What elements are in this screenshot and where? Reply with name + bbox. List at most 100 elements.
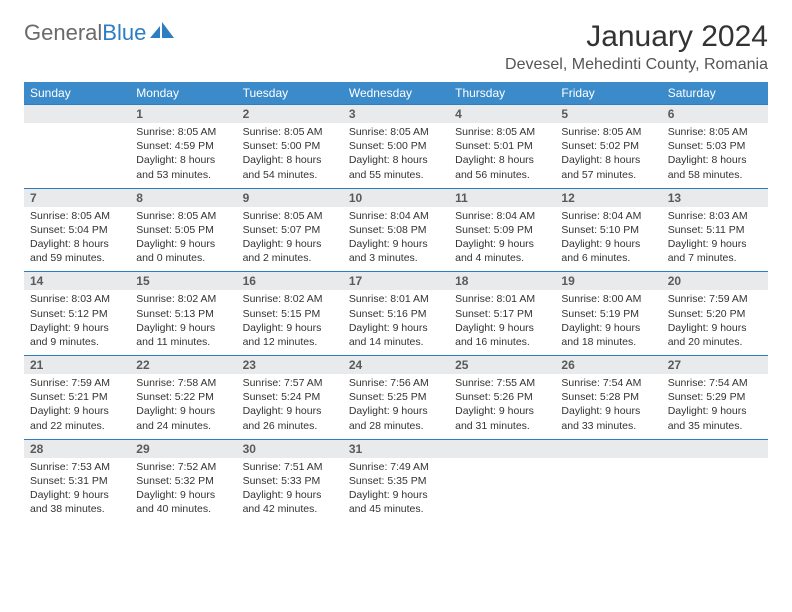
title-block: January 2024 Devesel, Mehedinti County, … [505,20,768,74]
calendar-table: Sunday Monday Tuesday Wednesday Thursday… [24,82,768,522]
day-data-cell: Sunrise: 7:57 AMSunset: 5:24 PMDaylight:… [237,374,343,439]
sunrise-text: Sunrise: 8:03 AM [668,209,762,223]
sunrise-text: Sunrise: 8:05 AM [455,125,549,139]
sunrise-text: Sunrise: 7:57 AM [243,376,337,390]
sunrise-text: Sunrise: 8:04 AM [349,209,443,223]
day-data-cell: Sunrise: 7:56 AMSunset: 5:25 PMDaylight:… [343,374,449,439]
day-data-row: Sunrise: 7:53 AMSunset: 5:31 PMDaylight:… [24,458,768,523]
calendar-body: 123456Sunrise: 8:05 AMSunset: 4:59 PMDay… [24,105,768,523]
sunrise-text: Sunrise: 8:03 AM [30,292,124,306]
day-number-cell: 21 [24,356,130,375]
daylight-text: Daylight: 9 hours and 2 minutes. [243,237,337,265]
day-data-cell: Sunrise: 8:03 AMSunset: 5:12 PMDaylight:… [24,290,130,355]
sunrise-text: Sunrise: 7:49 AM [349,460,443,474]
day-data-cell: Sunrise: 8:05 AMSunset: 5:03 PMDaylight:… [662,123,768,188]
day-number-cell: 30 [237,439,343,458]
day-number-cell: 22 [130,356,236,375]
logo-text-gray: General [24,20,102,46]
day-data-cell: Sunrise: 7:54 AMSunset: 5:28 PMDaylight:… [555,374,661,439]
weekday-header-row: Sunday Monday Tuesday Wednesday Thursday… [24,82,768,105]
day-number-cell [24,105,130,124]
daylight-text: Daylight: 9 hours and 26 minutes. [243,404,337,432]
day-number-cell: 3 [343,105,449,124]
sunrise-text: Sunrise: 7:53 AM [30,460,124,474]
day-data-cell: Sunrise: 7:54 AMSunset: 5:29 PMDaylight:… [662,374,768,439]
day-number-cell: 25 [449,356,555,375]
daylight-text: Daylight: 9 hours and 6 minutes. [561,237,655,265]
day-number-cell: 12 [555,188,661,207]
day-number-cell: 18 [449,272,555,291]
daylight-text: Daylight: 9 hours and 35 minutes. [668,404,762,432]
daylight-text: Daylight: 8 hours and 53 minutes. [136,153,230,181]
daylight-text: Daylight: 8 hours and 54 minutes. [243,153,337,181]
day-number-cell: 4 [449,105,555,124]
day-data-cell: Sunrise: 7:59 AMSunset: 5:20 PMDaylight:… [662,290,768,355]
sunset-text: Sunset: 5:16 PM [349,307,443,321]
day-number-cell: 27 [662,356,768,375]
day-number-cell: 17 [343,272,449,291]
day-data-cell [555,458,661,523]
sunset-text: Sunset: 5:22 PM [136,390,230,404]
sunrise-text: Sunrise: 7:55 AM [455,376,549,390]
sunrise-text: Sunrise: 8:01 AM [455,292,549,306]
daylight-text: Daylight: 8 hours and 59 minutes. [30,237,124,265]
day-number-cell: 29 [130,439,236,458]
sunrise-text: Sunrise: 7:51 AM [243,460,337,474]
day-number-cell: 5 [555,105,661,124]
day-number-cell: 9 [237,188,343,207]
day-number-row: 28293031 [24,439,768,458]
day-data-cell: Sunrise: 7:51 AMSunset: 5:33 PMDaylight:… [237,458,343,523]
daylight-text: Daylight: 9 hours and 31 minutes. [455,404,549,432]
daylight-text: Daylight: 9 hours and 28 minutes. [349,404,443,432]
daylight-text: Daylight: 9 hours and 38 minutes. [30,488,124,516]
day-number-cell: 31 [343,439,449,458]
day-data-cell: Sunrise: 8:01 AMSunset: 5:17 PMDaylight:… [449,290,555,355]
daylight-text: Daylight: 9 hours and 42 minutes. [243,488,337,516]
sunset-text: Sunset: 5:11 PM [668,223,762,237]
sunset-text: Sunset: 5:00 PM [243,139,337,153]
sunset-text: Sunset: 5:04 PM [30,223,124,237]
daylight-text: Daylight: 9 hours and 3 minutes. [349,237,443,265]
day-number-cell [449,439,555,458]
weekday-header: Friday [555,82,661,105]
day-number-cell: 8 [130,188,236,207]
sunrise-text: Sunrise: 8:05 AM [243,125,337,139]
day-number-cell: 28 [24,439,130,458]
day-number-row: 78910111213 [24,188,768,207]
day-data-cell: Sunrise: 8:05 AMSunset: 5:07 PMDaylight:… [237,207,343,272]
day-data-cell [662,458,768,523]
day-data-cell: Sunrise: 8:04 AMSunset: 5:10 PMDaylight:… [555,207,661,272]
day-data-row: Sunrise: 8:03 AMSunset: 5:12 PMDaylight:… [24,290,768,355]
sunset-text: Sunset: 5:05 PM [136,223,230,237]
sunrise-text: Sunrise: 8:05 AM [349,125,443,139]
day-number-cell [662,439,768,458]
sunset-text: Sunset: 5:35 PM [349,474,443,488]
day-data-cell: Sunrise: 8:01 AMSunset: 5:16 PMDaylight:… [343,290,449,355]
sunset-text: Sunset: 5:09 PM [455,223,549,237]
day-number-cell: 14 [24,272,130,291]
day-data-cell: Sunrise: 8:05 AMSunset: 4:59 PMDaylight:… [130,123,236,188]
day-data-cell: Sunrise: 7:59 AMSunset: 5:21 PMDaylight:… [24,374,130,439]
day-number-cell: 2 [237,105,343,124]
day-data-cell: Sunrise: 8:05 AMSunset: 5:00 PMDaylight:… [343,123,449,188]
logo-sail-icon [150,20,174,46]
daylight-text: Daylight: 9 hours and 24 minutes. [136,404,230,432]
page-header: GeneralBlue January 2024 Devesel, Mehedi… [24,20,768,74]
sunrise-text: Sunrise: 7:56 AM [349,376,443,390]
day-data-cell: Sunrise: 7:49 AMSunset: 5:35 PMDaylight:… [343,458,449,523]
logo-text-blue: Blue [102,20,146,46]
daylight-text: Daylight: 9 hours and 45 minutes. [349,488,443,516]
sunset-text: Sunset: 5:07 PM [243,223,337,237]
day-data-row: Sunrise: 7:59 AMSunset: 5:21 PMDaylight:… [24,374,768,439]
day-data-cell: Sunrise: 8:00 AMSunset: 5:19 PMDaylight:… [555,290,661,355]
day-number-cell: 1 [130,105,236,124]
weekday-header: Thursday [449,82,555,105]
sunrise-text: Sunrise: 8:05 AM [136,125,230,139]
day-number-cell: 24 [343,356,449,375]
day-data-cell: Sunrise: 8:05 AMSunset: 5:02 PMDaylight:… [555,123,661,188]
daylight-text: Daylight: 9 hours and 22 minutes. [30,404,124,432]
day-data-cell: Sunrise: 8:05 AMSunset: 5:04 PMDaylight:… [24,207,130,272]
sunset-text: Sunset: 4:59 PM [136,139,230,153]
sunrise-text: Sunrise: 8:05 AM [136,209,230,223]
day-data-cell: Sunrise: 8:03 AMSunset: 5:11 PMDaylight:… [662,207,768,272]
